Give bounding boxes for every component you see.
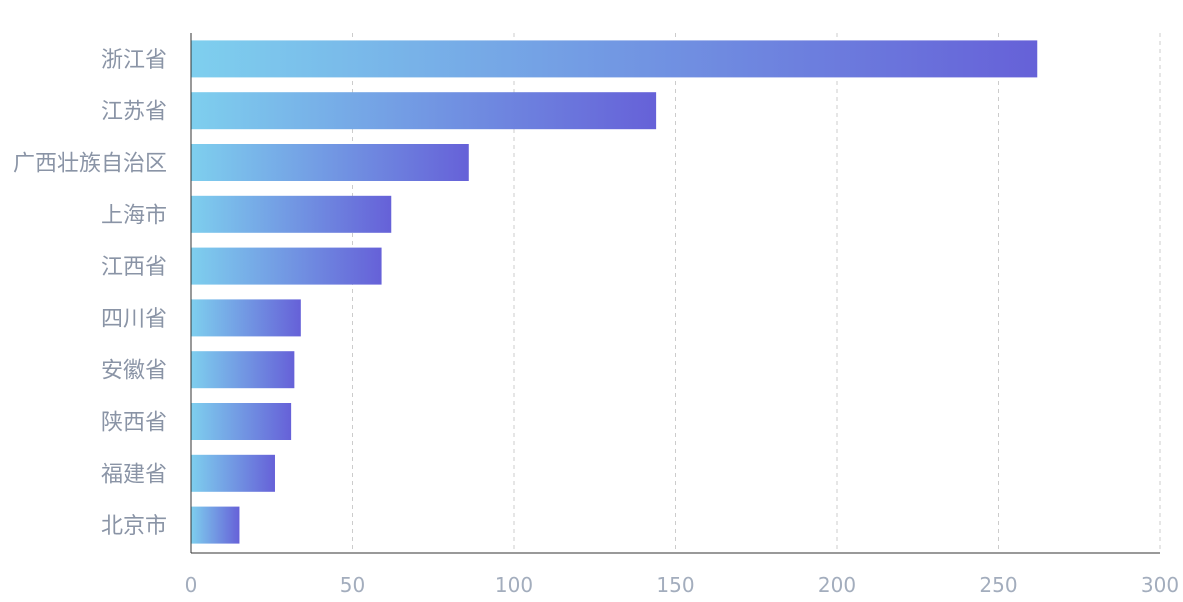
axes xyxy=(190,33,1160,554)
grid-lines xyxy=(352,33,1161,553)
bar-5 xyxy=(191,299,301,337)
x-tick-label: 100 xyxy=(495,573,533,597)
bar-3 xyxy=(191,195,392,233)
category-label: 浙江省 xyxy=(101,48,167,73)
x-tick-label: 200 xyxy=(818,573,856,597)
bar-2 xyxy=(191,144,469,181)
bars xyxy=(191,40,1038,544)
bar-6 xyxy=(191,351,295,389)
category-label: 安徽省 xyxy=(101,359,167,384)
category-label: 四川省 xyxy=(101,307,167,332)
x-tick-label: 150 xyxy=(656,573,694,597)
category-label: 陕西省 xyxy=(101,411,167,436)
category-label: 福建省 xyxy=(101,462,167,487)
bar-8 xyxy=(191,454,275,492)
category-label: 广西壮族自治区 xyxy=(13,152,167,177)
x-tick-label: 0 xyxy=(185,573,198,597)
bar-4 xyxy=(191,247,382,285)
category-label: 北京市 xyxy=(101,514,167,539)
category-label: 上海市 xyxy=(101,203,167,228)
x-tick-label: 300 xyxy=(1141,573,1179,597)
bar-1 xyxy=(191,92,657,130)
category-label: 江苏省 xyxy=(101,100,167,125)
bar-7 xyxy=(191,403,292,440)
bar-9 xyxy=(191,506,240,544)
x-tick-labels: 0 50 100 150 200 250 300 xyxy=(185,573,1179,597)
bar-0 xyxy=(191,40,1038,78)
x-tick-label: 250 xyxy=(979,573,1017,597)
x-tick-label: 50 xyxy=(340,573,365,597)
category-label: 江西省 xyxy=(101,255,167,280)
